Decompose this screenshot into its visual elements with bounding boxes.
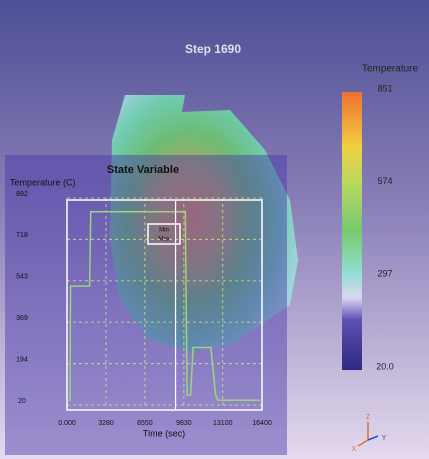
colorbar bbox=[342, 92, 362, 370]
y-tick-label: 543 bbox=[16, 274, 28, 281]
colorbar-tick-label: 574 bbox=[377, 176, 392, 186]
x-tick-label: 0.000 bbox=[58, 420, 76, 427]
x-tick-label: 16400 bbox=[252, 420, 272, 427]
title: Step 1690 bbox=[185, 42, 241, 56]
chart-title: State Variable bbox=[107, 164, 179, 176]
annotation: Min bbox=[159, 228, 169, 234]
y-tick-label: 718 bbox=[16, 232, 28, 239]
x-tick-label: 13100 bbox=[213, 420, 233, 427]
colorbar-tick-label: 297 bbox=[377, 269, 392, 279]
x-axis-label: Time (sec) bbox=[143, 428, 185, 438]
axes-triad: Z X Y bbox=[352, 414, 387, 453]
axis-label: Z bbox=[366, 414, 371, 421]
colorbar-tick-label: 20.0 bbox=[376, 361, 394, 371]
data-line bbox=[67, 211, 262, 402]
x-tick-label: 6550 bbox=[137, 420, 153, 427]
y-axis-label: Temperature (C) bbox=[10, 177, 76, 187]
colorbar-title: Temperature bbox=[362, 64, 419, 75]
axis-label: X bbox=[352, 446, 357, 453]
y-tick-label: 20 bbox=[18, 398, 26, 405]
plot-frame bbox=[66, 199, 263, 411]
y-tick-label: 194 bbox=[16, 357, 28, 364]
y-tick-label: 369 bbox=[16, 315, 28, 322]
axis-label: Y bbox=[382, 435, 387, 442]
x-tick-label: 3280 bbox=[98, 420, 114, 427]
model-surface bbox=[110, 95, 298, 352]
y-tick-label: 892 bbox=[16, 191, 28, 198]
colorbar-tick-label: 851 bbox=[377, 83, 392, 93]
x-tick-label: 9830 bbox=[176, 420, 192, 427]
min-max-box bbox=[147, 223, 181, 245]
